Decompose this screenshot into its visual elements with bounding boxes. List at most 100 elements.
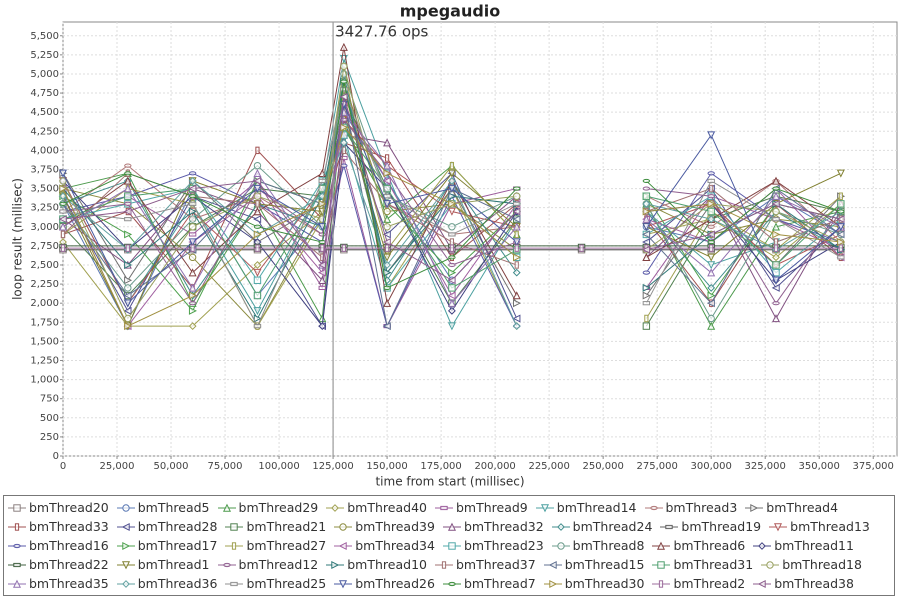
marker bbox=[642, 291, 651, 300]
legend-marker bbox=[745, 503, 764, 512]
marker bbox=[665, 524, 674, 529]
chart-title: mpegaudio bbox=[400, 2, 501, 21]
marker bbox=[642, 245, 651, 254]
y-tick-label: 3,500 bbox=[30, 184, 59, 195]
marker bbox=[772, 207, 780, 216]
marker bbox=[253, 215, 262, 224]
legend-marker bbox=[660, 524, 679, 529]
marker bbox=[642, 283, 651, 292]
marker bbox=[449, 244, 455, 252]
legend-label: bmThread6 bbox=[673, 538, 746, 553]
marker bbox=[836, 169, 845, 178]
marker bbox=[253, 291, 262, 300]
legend-label: bmThread4 bbox=[766, 500, 839, 515]
marker bbox=[188, 215, 197, 223]
marker bbox=[772, 186, 780, 191]
marker bbox=[382, 230, 391, 239]
legend-label: bmThread7 bbox=[463, 576, 536, 591]
marker bbox=[124, 276, 133, 285]
marker bbox=[188, 171, 197, 176]
legend-item: bmThread38 bbox=[753, 575, 854, 593]
y-tick-label: 5,500 bbox=[30, 31, 59, 42]
legend-item: bmThread14 bbox=[535, 499, 637, 517]
marker bbox=[707, 261, 716, 270]
legend-marker bbox=[225, 522, 244, 531]
marker bbox=[448, 581, 456, 586]
marker bbox=[837, 200, 845, 208]
y-tick-label: 500 bbox=[40, 413, 59, 424]
marker bbox=[222, 503, 231, 512]
x-axis-label: time from start (millisec) bbox=[375, 475, 524, 489]
marker bbox=[59, 177, 67, 185]
legend-label: bmThread1 bbox=[137, 557, 210, 572]
legend-item: bmThread32 bbox=[442, 518, 544, 536]
marker bbox=[58, 222, 68, 231]
marker bbox=[649, 505, 658, 510]
marker bbox=[514, 261, 519, 269]
legend-marker bbox=[326, 503, 345, 512]
marker bbox=[642, 270, 651, 275]
marker bbox=[657, 541, 666, 550]
y-tick-label: 2,000 bbox=[30, 298, 59, 309]
legend-marker bbox=[652, 541, 671, 550]
marker bbox=[836, 223, 845, 232]
marker bbox=[838, 192, 843, 200]
y-tick-label: 1,250 bbox=[30, 355, 59, 366]
marker bbox=[447, 276, 456, 285]
legend-item: bmThread15 bbox=[543, 556, 645, 574]
marker bbox=[657, 560, 666, 569]
marker bbox=[331, 560, 340, 569]
marker bbox=[124, 201, 132, 206]
marker bbox=[707, 207, 715, 216]
marker bbox=[124, 171, 132, 176]
marker bbox=[706, 299, 715, 308]
marker bbox=[124, 322, 133, 331]
x-tick-label: 25,000 bbox=[100, 461, 135, 472]
legend-label: bmThread33 bbox=[29, 519, 109, 534]
y-tick-label: 3,000 bbox=[30, 222, 59, 233]
marker bbox=[642, 192, 651, 200]
legend-label: bmThread31 bbox=[673, 557, 754, 572]
y-tick-label: 3,750 bbox=[30, 164, 59, 175]
marker bbox=[123, 176, 132, 185]
legend-item: bmThread22 bbox=[8, 556, 109, 574]
marker bbox=[123, 306, 132, 315]
legend-marker bbox=[334, 522, 353, 531]
marker bbox=[253, 224, 262, 229]
legend-item: bmThread20 bbox=[8, 499, 109, 517]
legend-label: bmThread19 bbox=[681, 519, 762, 534]
marker bbox=[642, 301, 651, 306]
marker bbox=[707, 268, 716, 277]
marker bbox=[447, 184, 456, 193]
marker bbox=[448, 541, 456, 550]
legend-item: bmThread6 bbox=[652, 537, 745, 555]
legend-label: bmThread21 bbox=[246, 519, 327, 534]
series-line bbox=[646, 180, 841, 243]
marker bbox=[383, 138, 392, 147]
marker bbox=[339, 92, 348, 101]
y-tick-label: 4,500 bbox=[30, 107, 59, 118]
series-line bbox=[646, 203, 841, 251]
legend-label: bmThread15 bbox=[564, 557, 645, 572]
legend-marker bbox=[761, 560, 780, 569]
marker bbox=[60, 244, 66, 252]
x-tick-label: 350,000 bbox=[799, 461, 840, 472]
marker bbox=[448, 268, 457, 277]
marker bbox=[253, 176, 262, 185]
marker bbox=[58, 169, 68, 178]
marker bbox=[771, 222, 781, 231]
legend-marker bbox=[551, 522, 570, 531]
legend-marker bbox=[652, 579, 671, 588]
marker bbox=[771, 176, 781, 185]
marker bbox=[449, 161, 455, 170]
marker bbox=[124, 192, 132, 200]
marker bbox=[253, 268, 262, 277]
legend-item: bmThread17 bbox=[116, 537, 217, 555]
marker bbox=[642, 214, 651, 223]
marker bbox=[512, 268, 521, 277]
legend-item: bmThread27 bbox=[225, 537, 326, 555]
legend-marker bbox=[535, 503, 554, 512]
legend-item: bmThread2 bbox=[652, 575, 745, 593]
marker bbox=[188, 207, 197, 216]
marker bbox=[642, 253, 651, 262]
